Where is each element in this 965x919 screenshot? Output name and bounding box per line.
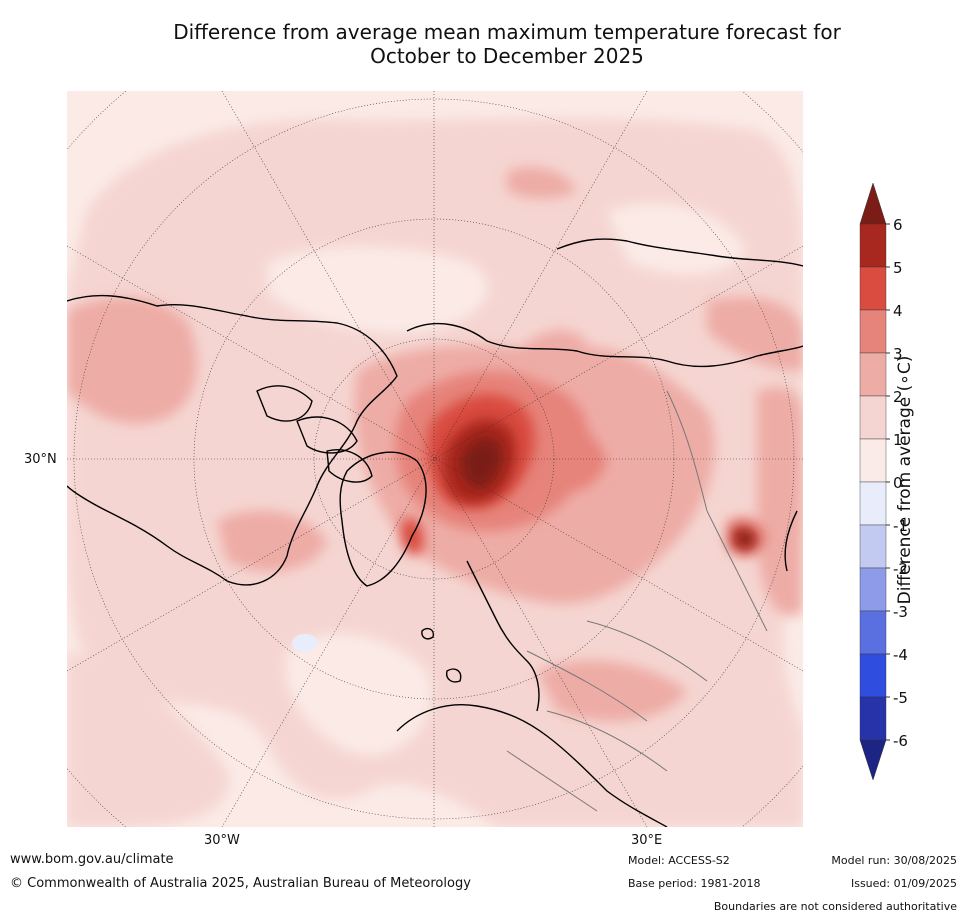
forecast-map: [67, 91, 803, 827]
footer-model: Model: ACCESS-S2: [628, 854, 730, 867]
colorbar-tick-label: 0: [893, 474, 903, 492]
colorbar-tick-label: 4: [893, 302, 903, 320]
colorbar-tick-label: -6: [893, 732, 908, 750]
colorbar-extend-top: [859, 182, 887, 225]
colorbar-segment: [859, 223, 887, 268]
footer-base-period: Base period: 1981-2018: [628, 877, 761, 890]
anomaly-field-above-6: [461, 437, 753, 545]
colorbar-segment: [859, 352, 887, 397]
colorbar-segment: [859, 309, 887, 354]
country-borders: [506, 390, 768, 812]
colorbar-tick-label: 1: [893, 431, 903, 449]
footer-model-run: Model run: 30/08/2025: [831, 854, 957, 867]
colorbar-extend-bottom: [859, 739, 887, 781]
colorbar-segment: [859, 395, 887, 440]
colorbar-tick-label: 5: [893, 259, 903, 277]
map-svg: [67, 91, 803, 827]
colorbar-segment: [859, 567, 887, 612]
colorbar-tick-label: -2: [893, 560, 908, 578]
colorbar-tick-label: -1: [893, 517, 908, 535]
colorbar-svg: 6 5 4 3 2 1 0 -1 -2 -3 -4 -5 -6: [859, 182, 908, 781]
anomaly-field-0-1-pockets: [267, 203, 747, 756]
colorbar-tick-label: -3: [893, 603, 908, 621]
lat-label-30n: 30°N: [24, 452, 57, 467]
colorbar-tick-label: 2: [893, 388, 903, 406]
colorbar-segment: [859, 696, 887, 741]
lon-label-30e: 30°E: [631, 833, 663, 848]
graticule: [67, 91, 803, 827]
lon-label-30w: 30°W: [204, 833, 240, 848]
colorbar-segment: [859, 610, 887, 655]
colorbar-segment: [859, 438, 887, 483]
cool-anomaly-pocket: [292, 634, 318, 652]
colorbar-tick-label: 6: [893, 216, 903, 234]
coastlines: [67, 238, 803, 827]
colorbar-segment: [859, 266, 887, 311]
colorbar-title: Difference from average (∘C): [895, 355, 915, 605]
colorbar: 6 5 4 3 2 1 0 -1 -2 -3 -4 -5 -6: [855, 180, 965, 790]
colorbar-segment: [859, 653, 887, 698]
footer-issued: Issued: 01/09/2025: [850, 877, 957, 890]
title-line-2: October to December 2025: [370, 44, 644, 68]
colorbar-tick-label: -5: [893, 689, 908, 707]
colorbar-segment: [859, 481, 887, 526]
colorbar-segment: [859, 524, 887, 569]
footer-copyright: © Commonwealth of Australia 2025, Austra…: [10, 876, 471, 891]
footer-website[interactable]: www.bom.gov.au/climate: [10, 852, 174, 867]
footer-disclaimer: Boundaries are not considered authoritat…: [713, 900, 957, 913]
map-title: Difference from average mean maximum tem…: [67, 20, 947, 68]
colorbar-tick-label: 3: [893, 345, 903, 363]
colorbar-tick-label: -4: [893, 646, 908, 664]
title-line-1: Difference from average mean maximum tem…: [173, 20, 841, 44]
